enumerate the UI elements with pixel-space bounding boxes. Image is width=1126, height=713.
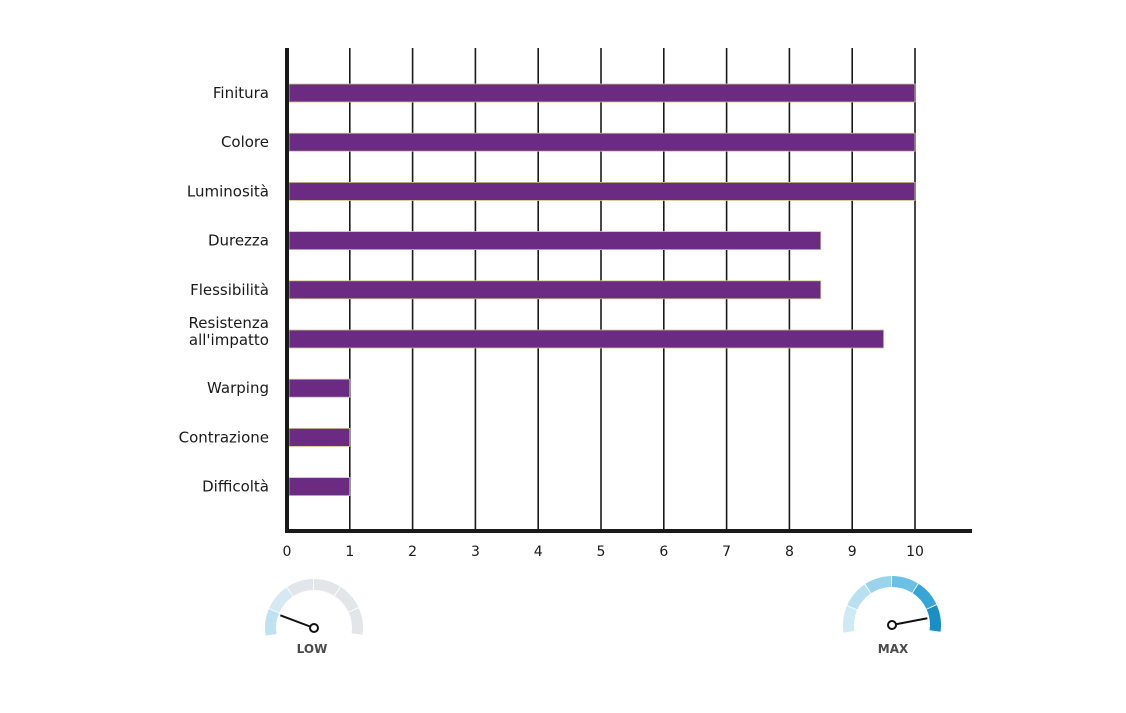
x-tick-label: 1 <box>345 544 354 560</box>
bar <box>288 83 916 103</box>
category-label: Contrazione <box>179 428 269 446</box>
category-label: Finitura <box>213 84 269 102</box>
x-tick-label: 10 <box>906 544 924 560</box>
x-tick-label: 5 <box>597 544 606 560</box>
x-tick-label: 6 <box>659 544 668 560</box>
category-label: Colore <box>221 133 269 151</box>
x-tick-label: 8 <box>785 544 794 560</box>
bar <box>288 329 884 349</box>
bar <box>288 181 916 201</box>
x-tick-label: 2 <box>408 544 417 560</box>
x-tick-label: 7 <box>722 544 731 560</box>
category-label: Luminosità <box>187 182 269 200</box>
bar <box>288 132 916 152</box>
max-gauge-label: MAX <box>878 642 909 656</box>
x-tick-label: 3 <box>471 544 480 560</box>
max-gauge-icon <box>843 576 941 633</box>
bar <box>288 280 822 300</box>
x-tick-label: 4 <box>534 544 543 560</box>
bars <box>288 83 916 497</box>
category-label: Warping <box>207 379 269 397</box>
bar <box>288 477 351 497</box>
category-label: Durezza <box>208 232 269 250</box>
bar <box>288 427 351 447</box>
category-label: Flessibilità <box>190 281 269 299</box>
category-label: Resistenza all'impatto <box>189 314 269 349</box>
x-tick-label: 9 <box>848 544 857 560</box>
x-tick-label: 0 <box>283 544 292 560</box>
axes <box>285 48 972 533</box>
low-gauge-icon <box>264 579 363 636</box>
tick-labels: 0 1 2 3 4 5 6 7 8 9 10 <box>283 544 924 560</box>
low-gauge-label: LOW <box>297 642 328 656</box>
category-label: Difficoltà <box>202 478 269 496</box>
category-labels: Finitura Colore Luminosità Durezza Flessibil… <box>179 84 269 496</box>
bar <box>288 231 822 251</box>
bar <box>288 378 351 398</box>
